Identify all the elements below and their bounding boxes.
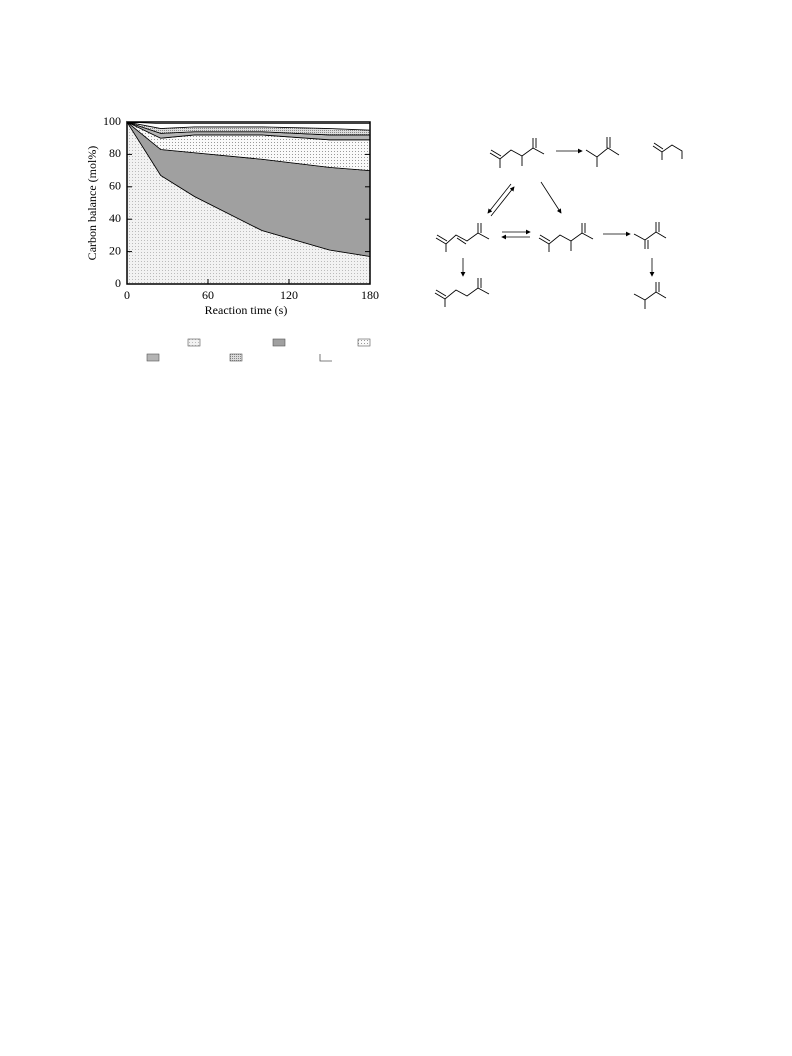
- x-tick-label: 120: [280, 288, 298, 302]
- legend-swatch: [146, 353, 160, 362]
- y-tick-label: 100: [103, 114, 121, 128]
- y-tick-label: 0: [115, 276, 121, 290]
- chart: Reaction time (s) Carbon balance (mol%): [85, 114, 683, 362]
- y-tick-label: 80: [109, 146, 121, 160]
- x-tick-label: 60: [202, 288, 214, 302]
- y-tick-label: 40: [109, 211, 121, 225]
- reaction-scheme: [434, 137, 683, 309]
- x-tick-label: 180: [361, 288, 379, 302]
- legend-swatch: [272, 338, 286, 347]
- y-tick-label: 20: [109, 243, 121, 257]
- legend-swatch: [320, 354, 332, 361]
- x-tick-label: 0: [124, 288, 130, 302]
- y-tick-label: 60: [109, 179, 121, 193]
- x-axis-label: Reaction time (s): [205, 303, 288, 317]
- plot-frame: [126, 121, 371, 285]
- legend-swatch: [187, 338, 201, 347]
- legend-swatch: [357, 338, 371, 347]
- legend-swatch: [319, 354, 332, 362]
- y-axis-label: Carbon balance (mol%): [85, 146, 99, 261]
- legend-swatch: [229, 353, 243, 362]
